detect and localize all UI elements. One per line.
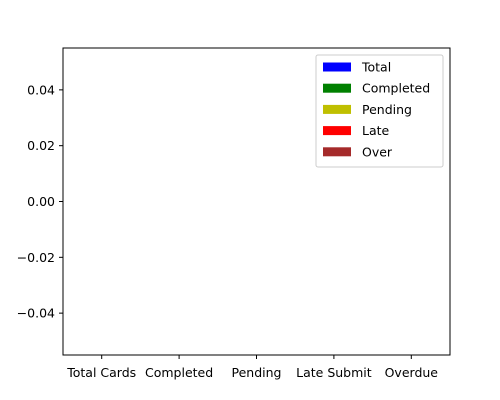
legend-label-late: Late [362, 123, 390, 138]
x-tick-label: Late Submit [296, 365, 372, 380]
y-tick-label: 0.02 [27, 138, 55, 153]
legend-label-total: Total [361, 60, 391, 75]
y-tick-label: −0.02 [17, 250, 55, 265]
legend-swatch-over [323, 147, 351, 157]
legend-label-completed: Completed [362, 81, 430, 96]
x-tick-label: Overdue [385, 365, 439, 380]
legend-label-pending: Pending [362, 102, 412, 117]
x-tick-label: Completed [145, 365, 213, 380]
y-tick-label: −0.04 [17, 306, 55, 321]
y-tick-label: 0.00 [27, 194, 55, 209]
x-axis: Total Cards Completed Pending Late Submit Ov… [66, 355, 438, 380]
x-tick-label: Total Cards [66, 365, 136, 380]
legend-swatch-total [323, 62, 351, 72]
y-tick-label: 0.04 [27, 82, 55, 97]
legend: Total Completed Pending Late Over [315, 54, 444, 168]
legend-label-over: Over [362, 144, 393, 159]
legend-swatch-completed [323, 83, 351, 93]
y-axis: −0.04 −0.02 0.00 0.02 0.04 [17, 82, 63, 321]
legend-swatch-late [323, 126, 351, 136]
legend-box [315, 54, 444, 168]
legend-swatch-pending [323, 104, 351, 114]
x-tick-label: Pending [232, 365, 282, 380]
